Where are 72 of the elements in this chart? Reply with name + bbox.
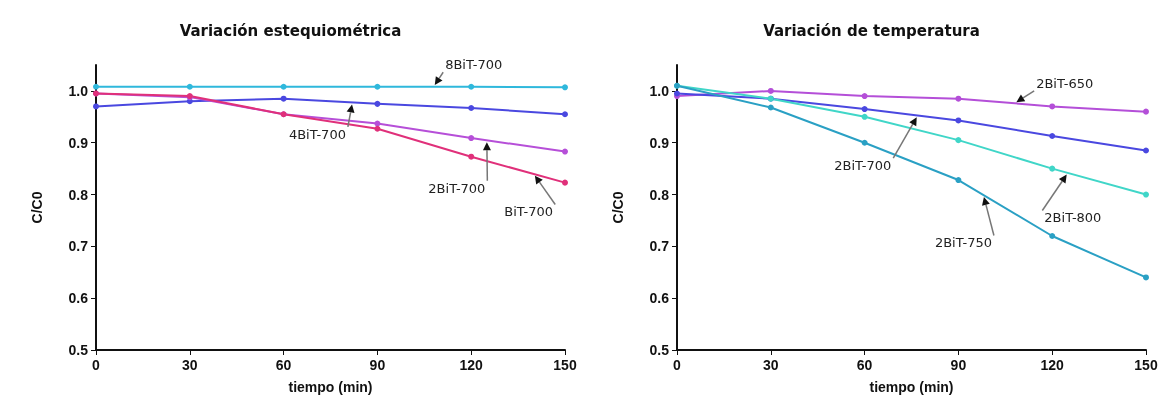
point [562,148,568,155]
series-label: BiT-700 [504,204,554,220]
y-tick-label: 0.9 [68,134,89,151]
point [955,95,962,102]
point [1049,165,1056,172]
point [468,83,475,90]
y-tick-label: 0.5 [649,342,670,358]
text: 2BiT-800 [1044,210,1102,226]
point [374,100,381,107]
point [93,103,99,110]
x-tick-label: 90 [369,357,386,373]
point [468,153,475,160]
point [1049,132,1056,139]
y-axis-title: C/C0 [29,191,45,224]
x-tick-label: 30 [763,357,779,373]
point [1143,274,1149,281]
x-tick-label: 150 [553,357,577,373]
point [374,125,381,132]
x-tick-label: 120 [1040,357,1065,373]
text: 2BiT-700 [428,180,486,196]
point [468,135,475,142]
point [280,95,287,102]
point [1143,191,1149,198]
x-tick-label: 90 [950,357,967,373]
point [562,179,568,186]
y-tick-label: 0.5 [68,342,89,358]
y-tick-label: 0.7 [68,238,89,255]
point [955,117,962,124]
point [468,105,475,112]
point [562,111,568,118]
chart-title: Variación de temperatura [763,21,980,40]
y-axis-title: C/C0 [610,191,626,224]
point [374,83,381,90]
y-tick-label: 0.8 [68,186,89,203]
point [955,137,962,144]
text: 2BiT-750 [934,235,992,251]
y-tick-label: 1.0 [68,82,89,99]
y-tick-label: 0.9 [649,134,670,151]
x-tick-label: 60 [856,357,873,373]
y-tick-label: 0.6 [649,290,670,307]
point [280,83,287,90]
point [1049,233,1056,239]
series-label: 4BiT-700 [288,126,346,142]
x-tick-label: 60 [275,357,292,373]
point [1143,147,1149,154]
y-tick-label: 0.7 [649,238,670,255]
point [562,84,568,91]
point [861,113,868,120]
point [1143,108,1149,115]
x-axis-title: tiempo (min) [869,379,954,395]
y-tick-label: 0.6 [68,290,89,307]
point [861,139,868,146]
point [861,93,868,100]
point [186,83,193,90]
x-tick-label: 0 [92,357,101,373]
point [767,104,774,111]
x-tick-label: 150 [1134,357,1158,373]
point [93,83,99,90]
text: 2BiT-700 [834,158,892,173]
x-axis-title: tiempo (min) [288,379,373,395]
point [955,177,962,184]
x-tick-label: 30 [182,357,198,373]
y-tick-label: 1.0 [649,82,670,99]
point [861,106,868,113]
point [1049,103,1056,110]
x-tick-label: 120 [459,357,484,373]
y-tick-label: 0.8 [649,186,670,203]
x-tick-label: 0 [673,357,682,373]
series-label: 8BiT-700 [445,57,503,73]
point [767,87,774,94]
chart-title: Variación estequiométrica [179,21,402,40]
series-label: 2BiT-650 [1036,75,1094,91]
